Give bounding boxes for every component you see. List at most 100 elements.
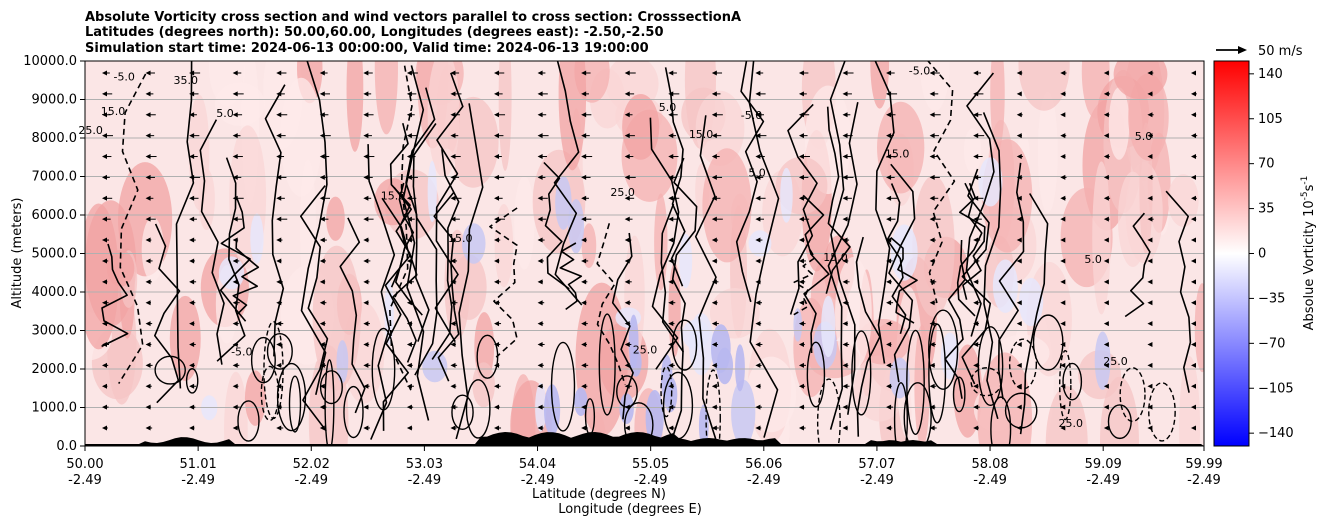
wind-vector [189,112,197,118]
wind-vector [189,383,197,389]
wind-vector [929,216,941,222]
wind-vector [929,237,936,243]
wind-vector-head [973,154,979,160]
wind-vector [711,216,723,222]
wind-vector [1060,300,1066,306]
wind-vector [1016,216,1023,222]
wind-vector-head [494,237,500,243]
wind-vector-head [1103,300,1109,306]
x-tick-longitude: -2.49 [408,473,442,488]
wind-vector [406,383,414,389]
wind-vector-head [581,133,587,139]
wind-vector [1191,174,1196,180]
vorticity-region-positive [581,223,597,269]
wind-vector [450,70,460,76]
wind-vector-head [624,70,630,76]
wind-vector-head [1016,362,1022,368]
wind-vector [450,341,456,347]
wind-vector-head [494,70,500,76]
wind-vector-head [929,154,935,160]
wind-vector [929,112,941,118]
wind-vector [755,133,767,139]
wind-vector [189,133,200,139]
wind-vector-head [929,112,935,118]
wind-vector-head [973,174,979,180]
wind-vector-head [1103,174,1109,180]
wind-vector [842,404,849,410]
wind-vector [1191,362,1196,368]
wind-vector [450,362,458,368]
wind-vector-head [537,300,543,306]
wind-vector-head [537,70,543,76]
wind-vector-head [276,425,282,431]
wind-vector [755,195,766,201]
wind-vector-head [363,321,369,327]
wind-vector-head [668,216,674,222]
wind-vector-head [145,425,151,431]
vorticity-contour-line [402,65,430,421]
vorticity-contour-line [219,196,251,322]
wind-vector [102,195,113,201]
vorticity-contour-line [431,149,460,360]
wind-vector [624,154,634,160]
wind-vector [537,70,546,76]
vorticity-contour-line [748,61,780,438]
vorticity-contour-loop [1119,367,1146,423]
wind-vector [668,216,678,222]
wind-vector-head [842,133,848,139]
vorticity-contour-line [997,162,1025,400]
wind-vector-head [189,70,195,76]
wind-vector-head [1103,362,1109,368]
wind-vector [1103,279,1109,285]
wind-vector [189,70,201,76]
wind-vector-head [494,258,500,264]
wind-vector-head [581,258,587,264]
wind-vector [494,216,506,222]
wind-vector [363,112,374,118]
wind-vector [842,195,852,201]
wind-vector-head [668,279,674,285]
y-tick-label: 7000.0 [32,170,78,185]
wind-vector [755,425,762,431]
wind-vector-head [973,112,979,118]
wind-vector-head [711,341,717,347]
wind-vector [581,91,589,97]
vorticity-region-negative [780,167,793,223]
vorticity-contour-line [392,187,418,363]
wind-vector-head [102,300,107,306]
wind-vector-head [755,216,761,222]
wind-vector-head [494,383,500,389]
wind-vector [494,362,500,368]
wind-vector-head [842,362,848,368]
wind-vector [798,383,806,389]
wind-vector-head [842,195,848,201]
wind-vector [929,70,940,76]
vorticity-contour-loop [451,394,474,431]
vorticity-contour-line [829,61,856,415]
wind-vector-head [581,341,587,347]
wind-vector [102,404,109,410]
wind-vector-head [1016,154,1022,160]
wind-vector-head [798,112,804,118]
x-tick-longitude: -2.49 [521,473,555,488]
wind-vector-head [450,300,456,306]
wind-vector-head [1147,70,1153,76]
wind-vector [755,383,761,389]
x-tick-longitude: -2.49 [181,473,215,488]
x-tick-latitude: 56.06 [745,457,782,472]
wind-vector-head [711,154,717,160]
vorticity-region-positive [990,61,1005,152]
vorticity-region-positive [1167,174,1199,227]
vorticity-contour-line [433,192,460,382]
wind-vector [1016,404,1022,410]
vorticity-contour-line [118,73,147,385]
wind-vector-head [798,362,804,368]
vorticity-contour-line [825,106,851,294]
vorticity-contour-loop [465,379,491,439]
vorticity-contour-line [827,102,859,430]
wind-vector [537,195,548,201]
wind-vector-head [1191,154,1196,160]
wind-vector-head [363,279,369,285]
wind-vector-head [624,362,630,368]
wind-vector-head [276,300,282,306]
